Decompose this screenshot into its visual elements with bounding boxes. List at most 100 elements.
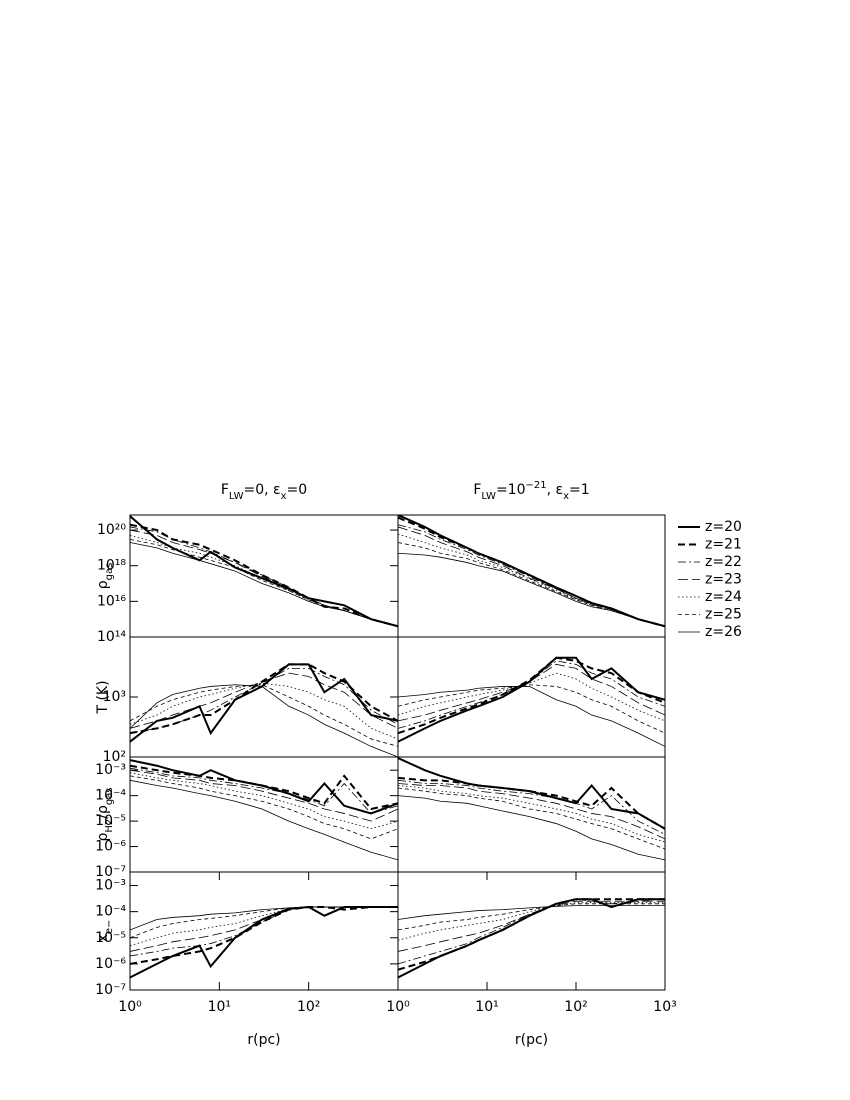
y-tick-label: 10⁻³	[95, 878, 126, 894]
series-line	[398, 684, 665, 734]
y-axis-label: T (K)	[95, 680, 111, 714]
series-line	[398, 795, 665, 861]
series-line	[398, 898, 665, 971]
x-axis-label: r(pc)	[515, 1032, 548, 1048]
series-line	[130, 772, 398, 830]
series-line	[130, 682, 398, 740]
series-line	[398, 898, 665, 965]
series-line	[398, 533, 665, 627]
series-line	[130, 906, 398, 939]
text-part: H2	[104, 819, 115, 833]
series-line	[398, 656, 665, 743]
y-axis-label: ρH2/ρgas	[95, 787, 115, 841]
series-line	[398, 515, 665, 628]
series-line	[398, 757, 665, 830]
text-part: F	[221, 482, 229, 498]
plot-area	[398, 757, 665, 861]
x-tick-label: 10⁰	[118, 999, 142, 1015]
plot-area	[130, 906, 398, 979]
y-tick-label: 10⁻⁶	[95, 839, 126, 855]
text-part: x	[95, 934, 111, 942]
y-axis-label: xe−	[95, 920, 115, 943]
legend-label: z=23	[705, 572, 742, 588]
text-part: x	[563, 491, 569, 502]
series-line	[398, 516, 665, 628]
series-line	[130, 906, 398, 947]
legend-label: z=20	[705, 519, 742, 535]
series-line	[398, 783, 665, 840]
y-tick-label: 10⁻⁷	[95, 982, 126, 998]
legend-label: z=21	[705, 537, 742, 553]
series-line	[398, 663, 665, 722]
series-line	[130, 684, 398, 757]
series-line	[398, 526, 665, 627]
x-axis-label: r(pc)	[247, 1032, 280, 1048]
series-line	[130, 663, 398, 743]
text-part: , ε	[547, 482, 563, 498]
series-line	[398, 903, 665, 931]
series-line	[130, 767, 398, 814]
plot-area	[130, 759, 398, 861]
column-title: FLW=0, εx=0	[221, 482, 307, 502]
y-tick-label: 10⁻⁷	[95, 864, 126, 880]
y-tick-label: 10²	[103, 749, 126, 765]
text-part: ρ	[95, 580, 111, 589]
legend-label: z=22	[705, 554, 742, 570]
series-line	[130, 769, 398, 822]
text-part: ρ	[95, 833, 111, 842]
y-tick-label: 10⁻⁴	[95, 904, 126, 920]
series-line	[398, 552, 665, 627]
y-tick-label: 10³	[103, 689, 126, 705]
legend-label: z=24	[705, 589, 742, 605]
plot-area	[398, 898, 665, 979]
x-tick-label: 10⁰	[386, 999, 410, 1015]
series-line	[130, 542, 398, 627]
series-line	[398, 902, 665, 941]
text-part: /ρ	[95, 805, 111, 819]
text-part: =0, ε	[243, 482, 280, 498]
text-part: =1	[569, 482, 590, 498]
text-part: LW	[229, 491, 244, 502]
series-line	[130, 523, 398, 628]
plot-area	[398, 515, 665, 628]
x-tick-label: 10²	[564, 999, 587, 1015]
legend-label: z=25	[705, 607, 742, 623]
series-line	[398, 779, 665, 835]
plot-area	[130, 515, 398, 628]
text-part: F	[473, 482, 481, 498]
series-line	[130, 906, 398, 952]
y-tick-label: 10⁻⁴	[95, 788, 126, 804]
series-line	[398, 672, 665, 722]
series-line	[130, 906, 398, 965]
x-tick-label: 10¹	[475, 999, 498, 1015]
series-line	[398, 900, 665, 952]
x-tick-label: 10³	[653, 999, 676, 1015]
series-line	[398, 776, 665, 830]
text-part: gas	[104, 787, 115, 805]
y-tick-label: 10⁻³	[95, 762, 126, 778]
series-line	[398, 660, 665, 729]
series-line	[130, 667, 398, 734]
text-part: gas	[104, 563, 115, 581]
series-line	[130, 779, 398, 861]
y-axis-label: ρgas	[95, 563, 115, 590]
text-part: −21	[526, 480, 547, 491]
series-line	[398, 905, 665, 920]
panel-frame	[129, 871, 399, 991]
series-line	[130, 906, 398, 957]
legend-label: z=26	[705, 624, 742, 640]
text-part: =0	[287, 482, 308, 498]
column-title: FLW=10−21, εx=1	[473, 480, 589, 502]
y-tick-label: 10¹⁶	[97, 593, 126, 609]
y-tick-label: 10⁻⁶	[95, 956, 126, 972]
y-tick-label: 10¹⁸	[97, 558, 126, 574]
series-line	[398, 787, 665, 850]
panel-frame	[129, 756, 399, 873]
panel-frame	[397, 871, 666, 991]
series-line	[398, 785, 665, 843]
series-line	[398, 686, 665, 747]
text-part: e−	[104, 920, 115, 935]
y-tick-label: 10¹⁴	[97, 629, 126, 645]
plot-area	[398, 656, 665, 747]
